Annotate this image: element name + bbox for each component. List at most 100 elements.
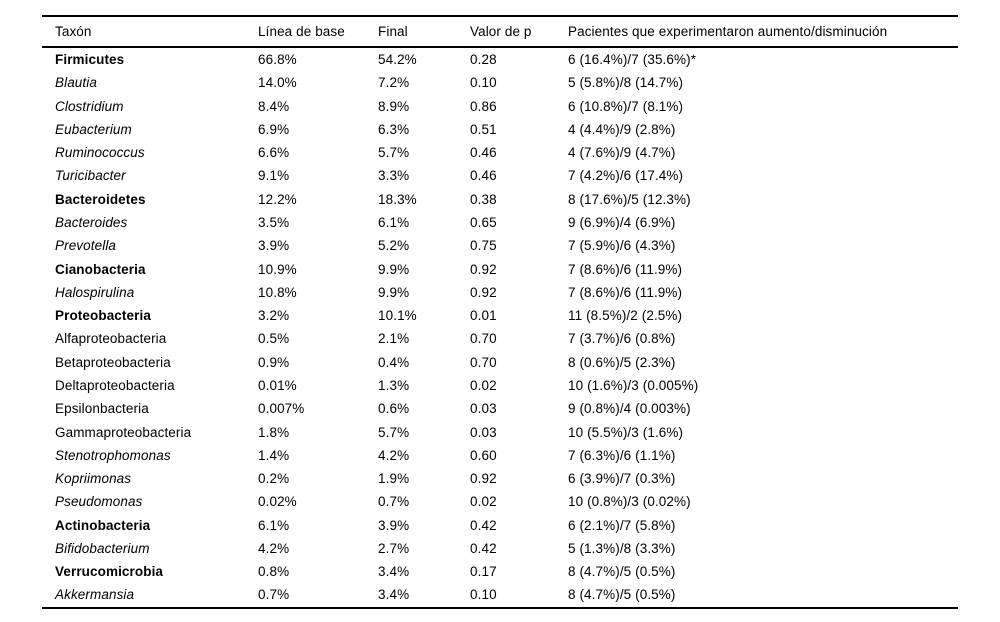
patients-cell: 4 (4.4%)/9 (2.8%) (568, 121, 676, 137)
baseline-cell: 3.5% (258, 214, 290, 230)
final-cell: 3.4% (378, 564, 410, 580)
patients-cell: 8 (17.6%)/5 (12.3%) (568, 191, 691, 207)
p-value-cell: 0.01 (470, 308, 497, 324)
taxon-cell: Prevotella (55, 238, 117, 254)
patients-cell: 7 (8.6%)/6 (11.9%) (568, 261, 683, 277)
column-header-taxon: Taxón (55, 24, 92, 39)
baseline-cell: 4.2% (258, 540, 290, 556)
table-row: Akkermansia 0.7% 3.4% 0.10 8 (4.7%)/5 (0… (42, 583, 958, 606)
p-value-cell: 0.70 (470, 354, 497, 370)
baseline-cell: 6.1% (258, 517, 290, 533)
table-row: Deltaproteobacteria 0.01% 1.3% 0.02 10 (… (42, 374, 958, 397)
taxon-cell: Bifidobacterium (55, 540, 150, 556)
table-row: Bifidobacterium 4.2% 2.7% 0.42 5 (1.3%)/… (42, 537, 958, 560)
taxon-cell: Cianobacteria (55, 261, 146, 277)
patients-cell: 6 (3.9%)/7 (0.3%) (568, 471, 676, 487)
p-value-cell: 0.46 (470, 168, 497, 184)
column-header-patients: Pacientes que experimentaron aumento/dis… (568, 24, 888, 39)
baseline-cell: 66.8% (258, 52, 297, 67)
p-value-cell: 0.03 (470, 401, 497, 417)
taxon-cell: Bacteroidetes (55, 191, 146, 207)
p-value-cell: 0.75 (470, 238, 497, 254)
p-value-cell: 0.70 (470, 331, 497, 347)
final-cell: 9.9% (378, 284, 410, 300)
p-value-cell: 0.92 (470, 471, 497, 487)
patients-cell: 10 (5.5%)/3 (1.6%) (568, 424, 684, 440)
p-value-cell: 0.02 (470, 377, 497, 393)
table-row: Clostridium 8.4% 8.9% 0.86 6 (10.8%)/7 (… (42, 95, 958, 118)
patients-cell: 7 (4.2%)/6 (17.4%) (568, 168, 684, 184)
table-row: Turicibacter 9.1% 3.3% 0.46 7 (4.2%)/6 (… (42, 164, 958, 187)
baseline-cell: 10.9% (258, 261, 297, 277)
final-cell: 1.9% (378, 471, 410, 487)
final-cell: 6.1% (378, 214, 410, 230)
baseline-cell: 8.4% (258, 98, 290, 114)
p-value-cell: 0.86 (470, 98, 497, 114)
column-header-p-value: Valor de p (470, 24, 532, 39)
final-cell: 3.3% (378, 168, 410, 184)
table-row: Stenotrophomonas 1.4% 4.2% 0.60 7 (6.3%)… (42, 444, 958, 467)
p-value-cell: 0.10 (470, 75, 497, 91)
taxon-cell: Clostridium (55, 98, 124, 114)
taxon-cell: Turicibacter (55, 168, 126, 184)
patients-cell: 5 (5.8%)/8 (14.7%) (568, 75, 684, 91)
final-cell: 1.3% (378, 377, 410, 393)
baseline-cell: 9.1% (258, 168, 290, 184)
patients-cell: 5 (1.3%)/8 (3.3%) (568, 540, 676, 556)
baseline-cell: 0.7% (258, 587, 290, 603)
baseline-cell: 10.8% (258, 284, 297, 300)
baseline-cell: 0.9% (258, 354, 290, 370)
final-cell: 10.1% (378, 308, 417, 324)
taxon-cell: Eubacterium (55, 121, 132, 137)
patients-cell: 7 (6.3%)/6 (1.1%) (568, 447, 676, 463)
patients-cell: 11 (8.5%)/2 (2.5%) (568, 308, 683, 324)
table-row: Prevotella 3.9% 5.2% 0.75 7 (5.9%)/6 (4.… (42, 234, 958, 257)
taxon-cell: Firmicutes (55, 52, 125, 67)
taxon-cell: Ruminococcus (55, 145, 145, 161)
patients-cell: 10 (1.6%)/3 (0.005%) (568, 377, 699, 393)
patients-cell: 7 (8.6%)/6 (11.9%) (568, 284, 683, 300)
taxon-cell: Verrucomicrobia (55, 564, 164, 580)
table-row: Betaproteobacteria 0.9% 0.4% 0.70 8 (0.6… (42, 351, 958, 374)
taxon-cell: Pseudomonas (55, 494, 143, 510)
table-row: Alfaproteobacteria 0.5% 2.1% 0.70 7 (3.7… (42, 327, 958, 350)
final-cell: 0.4% (378, 354, 410, 370)
table-row: Verrucomicrobia 0.8% 3.4% 0.17 8 (4.7%)/… (42, 560, 958, 583)
final-cell: 5.7% (378, 145, 410, 161)
baseline-cell: 1.4% (258, 447, 290, 463)
table-row: Blautia 14.0% 7.2% 0.10 5 (5.8%)/8 (14.7… (42, 71, 958, 94)
taxon-cell: Epsilonbacteria (55, 401, 149, 417)
taxon-cell: Blautia (55, 75, 97, 91)
taxon-cell: Deltaproteobacteria (55, 377, 175, 393)
taxon-cell: Akkermansia (55, 587, 135, 603)
final-cell: 0.7% (378, 494, 410, 510)
baseline-cell: 1.8% (258, 424, 290, 440)
baseline-cell: 0.8% (258, 564, 290, 580)
final-cell: 2.7% (378, 540, 410, 556)
table-row: Epsilonbacteria 0.007% 0.6% 0.03 9 (0.8%… (42, 397, 958, 420)
table-body: Firmicutes 66.8% 54.2% 0.28 6 (16.4%)/7 … (42, 48, 958, 607)
table-row: Pseudomonas 0.02% 0.7% 0.02 10 (0.8%)/3 … (42, 490, 958, 513)
baseline-cell: 3.9% (258, 238, 290, 254)
final-cell: 54.2% (378, 52, 417, 67)
baseline-cell: 6.9% (258, 121, 290, 137)
table-row: Ruminococcus 6.6% 5.7% 0.46 4 (7.6%)/9 (… (42, 141, 958, 164)
baseline-cell: 14.0% (258, 75, 297, 91)
taxon-cell: Proteobacteria (55, 308, 151, 324)
patients-cell: 10 (0.8%)/3 (0.02%) (568, 494, 691, 510)
p-value-cell: 0.28 (470, 52, 497, 67)
patients-cell: 7 (5.9%)/6 (4.3%) (568, 238, 676, 254)
final-cell: 3.9% (378, 517, 410, 533)
patients-cell: 8 (4.7%)/5 (0.5%) (568, 587, 676, 603)
table-row: Firmicutes 66.8% 54.2% 0.28 6 (16.4%)/7 … (42, 48, 958, 71)
table-row: Proteobacteria 3.2% 10.1% 0.01 11 (8.5%)… (42, 304, 958, 327)
p-value-cell: 0.10 (470, 587, 497, 603)
p-value-cell: 0.03 (470, 424, 497, 440)
column-header-final: Final (378, 24, 408, 39)
final-cell: 6.3% (378, 121, 410, 137)
table-header-row: Taxón Línea de base Final Valor de p Pac… (42, 17, 958, 48)
final-cell: 2.1% (378, 331, 410, 347)
p-value-cell: 0.38 (470, 191, 497, 207)
taxon-cell: Betaproteobacteria (55, 354, 171, 370)
